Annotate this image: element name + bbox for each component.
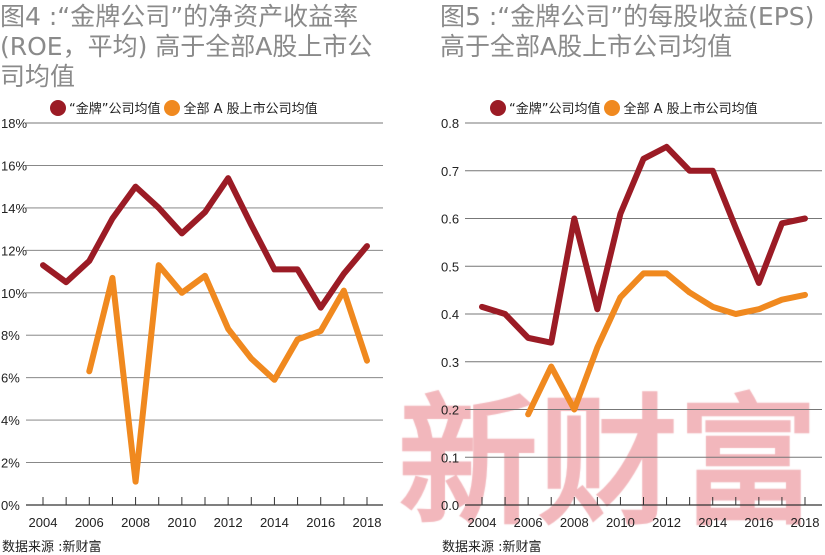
- legend-label-golden: “金牌”公司均值: [69, 102, 161, 117]
- legend-marker-all: [164, 99, 181, 116]
- y-tick-label: 0.4: [441, 307, 459, 322]
- source-note-2: 数据来源 :新财富: [442, 540, 542, 555]
- y-tick-label: 8%: [1, 328, 20, 343]
- y-tick-label: 0.0: [441, 498, 459, 513]
- x-tick-label: 2008: [121, 515, 150, 530]
- y-tick-label: 0.2: [441, 403, 459, 418]
- y-tick-label: 0.8: [441, 116, 459, 131]
- chart-title-2: 图5 :“金牌公司”的每股收益(EPS)高于全部A股上市公司均值: [440, 2, 815, 61]
- y-tick-label: 4%: [1, 413, 20, 428]
- y-tick-label: 0.7: [441, 164, 459, 179]
- x-tick-label: 2018: [791, 515, 820, 530]
- x-tick-label: 2010: [606, 515, 635, 530]
- x-tick-label: 2014: [260, 515, 289, 530]
- series-line-all-a-share: [525, 270, 808, 418]
- y-tick-label: 0.6: [441, 212, 459, 227]
- chart-title-1: 图4 :“金牌公司”的净资产收益率(ROE，平均) 高于全部A股上市公司均值: [0, 2, 373, 91]
- y-tick-label: 16%: [1, 158, 27, 173]
- x-tick-label: 2006: [514, 515, 543, 530]
- x-tick-label: 2004: [29, 515, 58, 530]
- y-tick-label: 18%: [1, 116, 27, 131]
- legend-label-all: 全部 A 股上市公司均值: [183, 102, 318, 117]
- x-tick-label: 2016: [744, 515, 773, 530]
- series-line-golden: [40, 175, 370, 311]
- x-tick-label: 2006: [75, 515, 104, 530]
- y-tick-label: 2%: [1, 456, 20, 471]
- y-tick-label: 10%: [1, 286, 27, 301]
- x-tick-label: 2004: [468, 515, 497, 530]
- x-tick-label: 2018: [353, 515, 382, 530]
- x-tick-label: 2014: [698, 515, 727, 530]
- y-tick-label: 0.1: [441, 450, 459, 465]
- source-note-1: 数据来源 :新财富: [2, 540, 102, 555]
- y-tick-label: 0%: [1, 498, 20, 513]
- x-tick-label: 2012: [652, 515, 681, 530]
- legend-marker-golden: [50, 99, 66, 116]
- y-tick-label: 14%: [1, 201, 27, 216]
- y-tick-label: 0.5: [441, 259, 459, 274]
- y-tick-label: 12%: [1, 243, 27, 258]
- x-tick-label: 2016: [306, 515, 335, 530]
- legend-marker-all: [604, 99, 621, 116]
- legend-label-all: 全部 A 股上市公司均值: [623, 102, 758, 117]
- legend-marker-golden: [490, 99, 506, 116]
- legend-1: “金牌”公司均值 全部 A 股上市公司均值: [50, 98, 318, 117]
- x-tick-label: 2012: [214, 515, 243, 530]
- x-tick-label: 2010: [167, 515, 196, 530]
- series-line-golden: [479, 143, 808, 346]
- y-tick-label: 6%: [1, 371, 20, 386]
- x-tick-label: 2008: [560, 515, 589, 530]
- legend-label-golden: “金牌”公司均值: [509, 102, 601, 117]
- y-tick-label: 0.3: [441, 355, 459, 370]
- legend-2: “金牌”公司均值 全部 A 股上市公司均值: [490, 98, 758, 117]
